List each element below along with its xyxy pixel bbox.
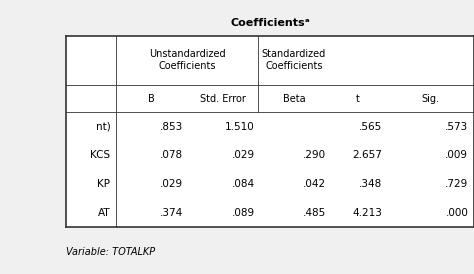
Text: Standardized
Coefficients: Standardized Coefficients (262, 49, 326, 72)
Text: .290: .290 (302, 150, 326, 161)
Text: AT: AT (98, 208, 110, 218)
Text: .029: .029 (231, 150, 255, 161)
Text: .000: .000 (446, 208, 468, 218)
Text: 2.657: 2.657 (353, 150, 383, 161)
Text: 4.213: 4.213 (353, 208, 383, 218)
Text: .573: .573 (445, 122, 468, 132)
Text: Coefficientsᵃ: Coefficientsᵃ (230, 18, 310, 28)
Text: Beta: Beta (283, 94, 305, 104)
Text: KCS: KCS (91, 150, 110, 161)
Text: .029: .029 (160, 179, 183, 189)
Text: KP: KP (98, 179, 110, 189)
Text: t: t (356, 94, 360, 104)
Text: .729: .729 (445, 179, 468, 189)
Text: .078: .078 (160, 150, 183, 161)
Text: .089: .089 (231, 208, 255, 218)
Text: .485: .485 (302, 208, 326, 218)
Text: .042: .042 (302, 179, 326, 189)
Text: .348: .348 (359, 179, 383, 189)
Text: nt): nt) (96, 122, 110, 132)
Text: Std. Error: Std. Error (200, 94, 246, 104)
Text: Unstandardized
Coefficients: Unstandardized Coefficients (149, 49, 226, 72)
Text: .565: .565 (359, 122, 383, 132)
Text: Variable: TOTALKP: Variable: TOTALKP (66, 247, 155, 256)
Text: Sig.: Sig. (421, 94, 439, 104)
Text: .853: .853 (160, 122, 183, 132)
Text: 1.510: 1.510 (225, 122, 255, 132)
Text: .374: .374 (160, 208, 183, 218)
Text: .084: .084 (231, 179, 255, 189)
Text: .009: .009 (445, 150, 468, 161)
Bar (66, 36, 474, 227)
Text: B: B (148, 94, 155, 104)
